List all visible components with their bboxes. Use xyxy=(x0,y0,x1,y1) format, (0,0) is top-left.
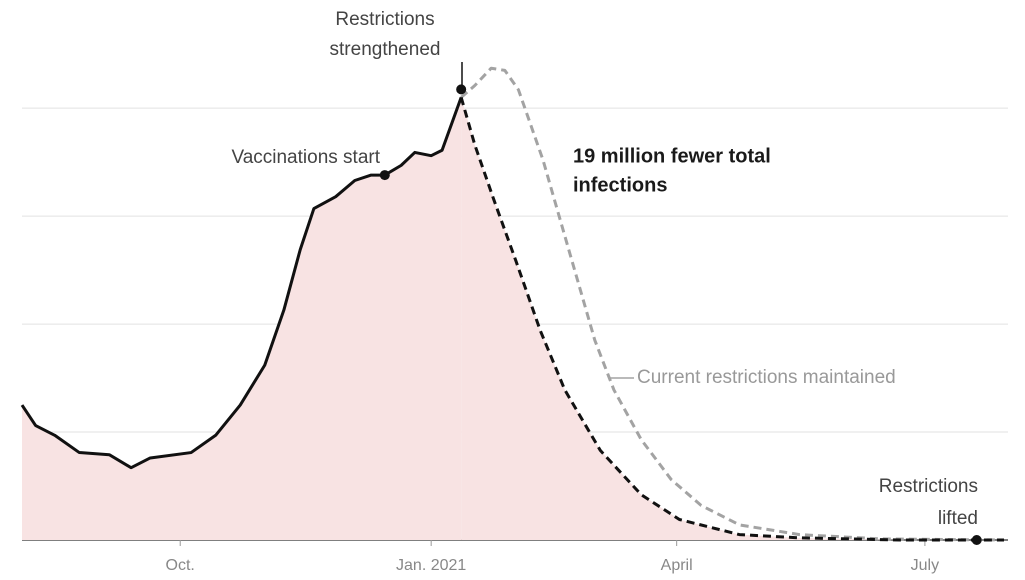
line xyxy=(459,96,1004,542)
annotation-dot xyxy=(379,170,390,181)
line xyxy=(20,96,463,470)
annotation: Restrictions xyxy=(879,476,978,497)
series-label: Current restrictions maintained xyxy=(637,367,896,388)
annotation: Vaccinations start xyxy=(231,147,380,168)
annotation: 19 million fewer total xyxy=(573,145,771,167)
annotation-dot xyxy=(456,84,467,95)
line xyxy=(460,66,1005,542)
x-tick-label: Jan. 2021 xyxy=(396,557,466,574)
annotation-dot xyxy=(971,535,982,545)
annotation: Restrictions xyxy=(335,9,434,30)
annotation: strengthened xyxy=(330,39,441,60)
x-tick-label: Oct. xyxy=(166,557,195,574)
area xyxy=(22,97,462,541)
area xyxy=(461,97,1004,541)
annotation: lifted xyxy=(938,508,978,529)
x-tick-label: July xyxy=(911,557,939,574)
annotation: infections xyxy=(573,174,667,196)
x-tick-label: April xyxy=(661,557,693,574)
